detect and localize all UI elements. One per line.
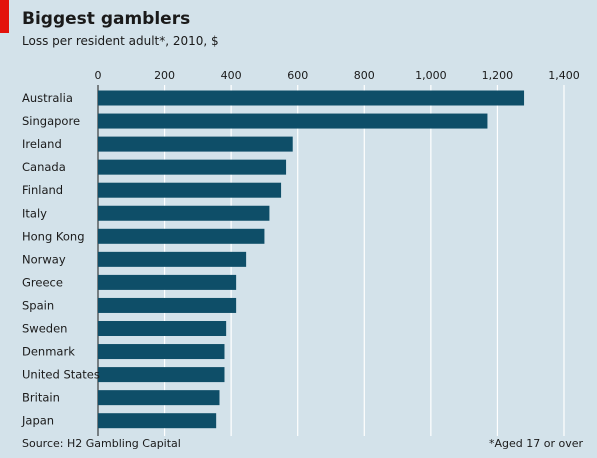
- bar-spain: [98, 297, 237, 313]
- bar-ireland: [98, 136, 293, 152]
- footnote: *Aged 17 or over: [489, 437, 584, 450]
- category-label: Singapore: [22, 114, 80, 128]
- bar-canada: [98, 159, 287, 175]
- x-axis-ticks: 0 200 400 600 800 1,000 1,200 1,400: [95, 69, 580, 82]
- source-note: Source: H2 Gambling Capital: [22, 437, 181, 450]
- x-tick-label: 200: [154, 69, 175, 82]
- bar-norway: [98, 251, 247, 267]
- bar-united-states: [98, 367, 225, 383]
- category-label: Italy: [22, 206, 47, 220]
- category-label: Hong Kong: [22, 229, 85, 243]
- category-label: Ireland: [22, 137, 62, 151]
- bar-hong-kong: [98, 228, 265, 244]
- bar-denmark: [98, 344, 225, 360]
- x-tick-label: 1,000: [415, 69, 447, 82]
- bar-singapore: [98, 113, 488, 129]
- bar-italy: [98, 205, 270, 221]
- bar-australia: [98, 90, 525, 106]
- category-label: Japan: [21, 414, 54, 428]
- category-label: United States: [22, 368, 100, 382]
- x-tick-label: 800: [354, 69, 375, 82]
- x-tick-label: 0: [95, 69, 102, 82]
- bar-sweden: [98, 321, 227, 336]
- category-label: Britain: [22, 391, 60, 405]
- bar-britain: [98, 390, 220, 406]
- category-label: Spain: [22, 298, 54, 312]
- x-tick-label: 600: [287, 69, 308, 82]
- bars: [98, 90, 525, 429]
- category-label: Australia: [22, 91, 73, 105]
- category-label: Denmark: [22, 345, 75, 359]
- category-label: Sweden: [22, 322, 67, 336]
- category-label: Greece: [22, 275, 63, 289]
- x-tick-label: 1,200: [482, 69, 514, 82]
- category-labels: Australia Singapore Ireland Canada Finland It…: [21, 91, 100, 428]
- bar-greece: [98, 274, 237, 290]
- x-tick-label: 400: [221, 69, 242, 82]
- brand-accent-mark: [0, 0, 9, 33]
- x-tick-label: 1,400: [548, 69, 580, 82]
- category-label: Canada: [22, 160, 66, 174]
- chart-subtitle: Loss per resident adult*, 2010, $: [22, 34, 219, 48]
- bar-japan: [98, 413, 217, 429]
- category-label: Finland: [22, 183, 63, 197]
- category-label: Norway: [22, 252, 66, 266]
- bar-finland: [98, 182, 282, 198]
- chart-title: Biggest gamblers: [22, 9, 190, 29]
